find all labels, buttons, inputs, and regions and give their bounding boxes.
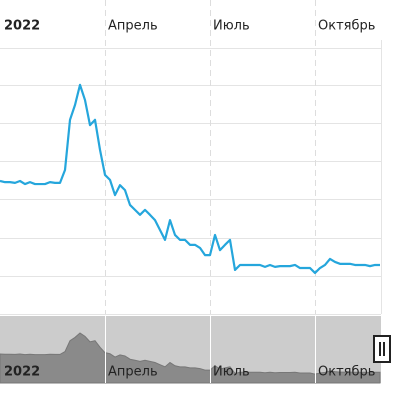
x-tick-label: Апрель <box>108 19 158 34</box>
navigator-area <box>0 332 381 384</box>
x-tick-label: Июль <box>213 19 250 34</box>
navigator-label: Апрель <box>108 365 158 380</box>
x-tick-label: 2022 <box>4 19 40 34</box>
navigator-label: Октябрь <box>318 365 375 380</box>
line <box>0 83 380 275</box>
navigator-label: Июль <box>213 365 250 380</box>
navigator-handle[interactable] <box>373 335 391 363</box>
x-tick-label: Октябрь <box>318 19 375 34</box>
navigator-label: 2022 <box>4 365 40 380</box>
handle-box[interactable] <box>373 335 391 363</box>
grid <box>0 48 381 315</box>
